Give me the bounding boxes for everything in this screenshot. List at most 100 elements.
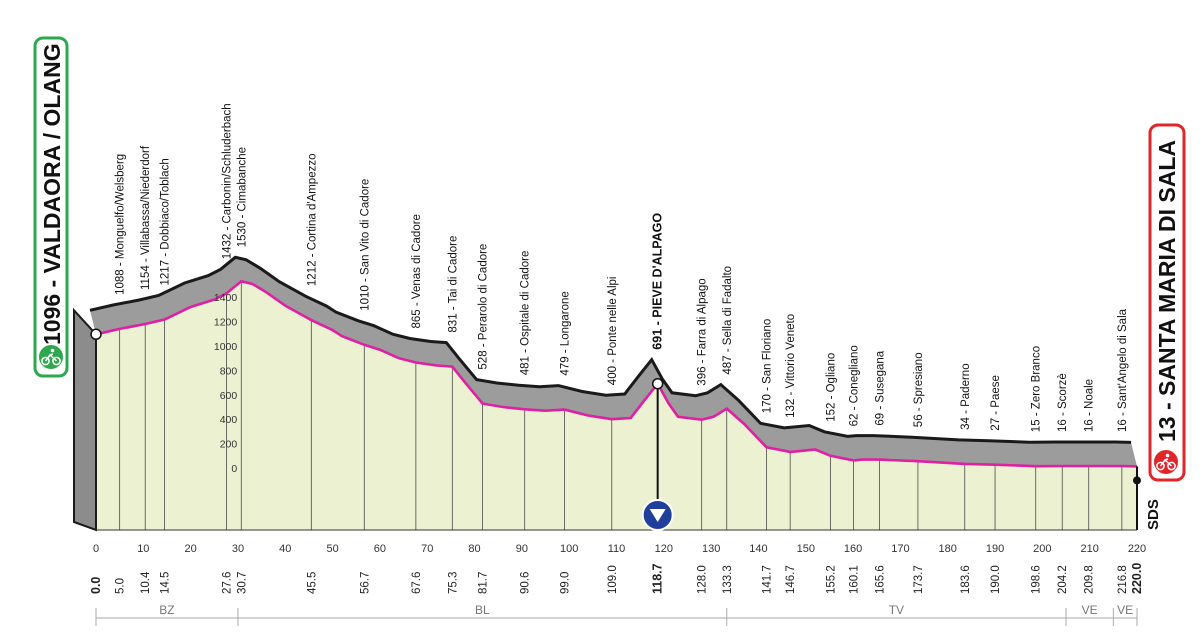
waypoint-km-label: 133.3 [722,565,734,594]
waypoint-label: 396 - Farra di Alpago [697,278,709,385]
waypoint-label: 865 - Venas di Cadore [411,214,423,328]
distance-tick-label: 220 [1128,543,1146,555]
distance-tick-label: 100 [560,543,578,555]
distance-tick-label: 110 [608,543,626,555]
distance-tick-label: 200 [1033,543,1051,555]
waypoint-label: 400 - Ponte nelle Alpi [607,276,619,385]
waypoint-label: 1530 - Cimabanche [236,147,248,247]
waypoint-km-label: 183.6 [960,565,972,594]
distance-tick-label: 10 [137,543,149,555]
distance-tick-label: 190 [986,543,1004,555]
waypoint-km-label: 155.2 [825,565,837,594]
waypoint-label: 62 - Conegliano [849,345,861,426]
start-town-label: 1096 - VALDAORA / OLANG [39,43,65,345]
waypoint-km-label: 165.6 [875,565,887,594]
distance-tick-label: 40 [279,543,291,555]
altitude-tick-label: 200 [220,439,238,451]
waypoint-km-label: 204.2 [1057,565,1069,594]
start-badge: 1096 - VALDAORA / OLANG [33,36,69,378]
waypoint-label: 487 - Sella di Fadalto [722,266,734,375]
waypoint-label: 528 - Perarolo di Cadore [478,244,490,370]
km-labels: 0.0 5.0 10.4 14.5 27.6 30.7 45.5 56.7 67.6 75.3 81… [89,563,1144,594]
distance-tick-label: 210 [1081,543,1099,555]
waypoint-km-label: 27.6 [222,572,234,594]
waypoint-label: 1212 - Cortina d'Ampezzo [306,153,318,286]
waypoint-label: 132 - Vittorio Veneto [785,314,797,418]
waypoint-km-label: 109.0 [607,565,619,594]
province-label: TV [889,603,904,617]
distance-axis: 0 10 20 30 40 50 60 70 80 90 100 110 120 130 140 150 160… [93,529,1146,555]
waypoint-km-label: 160.1 [849,565,861,594]
province-label: BL [475,603,490,617]
waypoint-label: 15 - Zero Branco [1031,346,1043,432]
waypoint-label: 1217 - Dobbiaco/Toblach [160,158,172,285]
waypoint-km-label: 90.6 [520,572,532,594]
waypoint-km-label: 14.5 [160,572,172,594]
waypoint-label: 1010 - San Vito di Cadore [359,179,371,311]
waypoint-km-label: 81.7 [478,572,490,594]
finish-town-label: 13 - SANTA MARIA DI SALA [1154,140,1180,442]
altitude-tick-label: 400 [220,414,238,426]
waypoint-label: 16 - Sant'Angelo di Sala [1117,308,1129,432]
gpm-marker [641,499,674,531]
waypoint-label: 691 - PIEVE D'ALPAGO [651,213,665,350]
distance-tick-label: 120 [655,543,673,555]
province-label: VE [1082,603,1098,617]
province-label: VE [1117,603,1133,617]
distance-tick-label: 30 [232,543,244,555]
waypoint-label: 1088 - Monguelfo/Welsberg [115,154,127,295]
waypoint-km-label: 75.3 [447,572,459,594]
waypoint-label: 831 - Tai di Cadore [447,236,459,333]
finish-badge-frame [1148,123,1186,482]
distance-tick-label: 70 [421,543,433,555]
road-band [90,257,1137,467]
province-bar: BZ BL TV VE VE [95,603,1138,626]
waypoint-label: 152 - Ogliano [825,353,837,422]
altitude-tick-label: 1400 [214,292,238,304]
waypoint-km-label: 67.6 [411,572,423,594]
distance-tick-label: 20 [185,543,197,555]
waypoint-label: 16 - Noale [1084,379,1096,432]
altitude-axis: 0 200 400 600 800 1000 1200 1400 [214,292,238,475]
waypoint-km-label: 173.7 [913,565,925,594]
waypoint-label: 27 - Paese [990,375,1002,431]
waypoint-km-label: 190.0 [990,565,1002,594]
waypoint-label: 16 - Scorzè [1057,373,1069,432]
finish-badge: 13 - SANTA MARIA DI SALA [1148,123,1186,482]
waypoint-label: 170 - San Floriano [762,319,774,414]
waypoint-km-label: 30.7 [236,572,248,594]
distance-tick-label: 180 [939,543,957,555]
route-layer [90,279,1141,530]
distance-tick-label: 150 [797,543,815,555]
waypoint-km-label: 216.8 [1117,565,1129,594]
terrain-area [96,281,1137,530]
waypoint-label: 479 - Longarone [560,291,572,375]
distance-tick-label: 90 [516,543,528,555]
waypoint-km-label: 209.8 [1084,565,1096,594]
distance-tick-label: 160 [844,543,862,555]
waypoint-km-label: 10.4 [140,571,152,594]
altitude-tick-label: 0 [231,463,237,475]
altitude-tick-label: 1000 [214,341,238,353]
waypoint-label: 481 - Ospitale di Cadore [520,251,532,376]
distance-tick-label: 50 [326,543,338,555]
waypoint-labels: 1088 - Monguelfo/Welsberg 1154 - Villabas… [115,103,1129,432]
waypoint-km-label: 56.7 [359,572,371,594]
terrain-layer [73,255,1137,532]
altitude-tick-label: 600 [220,390,238,402]
gpm-summit-point [651,377,664,390]
altitude-tick-label: 800 [220,365,238,377]
finish-point [1133,476,1141,485]
road-edge-line [89,255,1132,444]
waypoint-label: 34 - Paderno [960,363,972,430]
start-wall [73,307,97,532]
start-cyclist-icon [37,343,65,371]
province-label: BZ [159,603,174,617]
distance-tick-label: 0 [93,543,99,555]
altitude-tick-label: 1200 [214,317,238,329]
route-line [95,279,1138,468]
distance-tick-label: 60 [374,543,386,555]
distance-tick-label: 130 [702,543,720,555]
waypoint-km-label: 128.0 [697,565,709,594]
